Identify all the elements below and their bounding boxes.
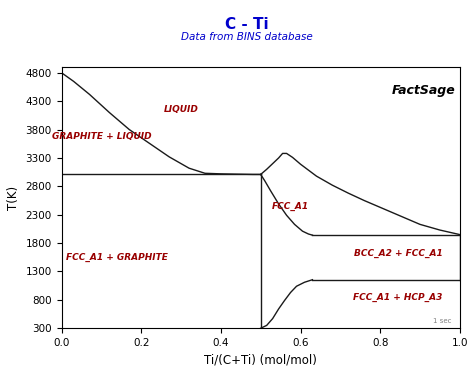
- X-axis label: Ti/(C+Ti) (mol/mol): Ti/(C+Ti) (mol/mol): [204, 354, 317, 367]
- Text: BCC_A2 + FCC_A1: BCC_A2 + FCC_A1: [354, 249, 442, 258]
- Text: C - Ti: C - Ti: [225, 17, 268, 32]
- Text: FactSage: FactSage: [392, 84, 456, 97]
- Text: FCC_A1 + HCP_A3: FCC_A1 + HCP_A3: [354, 293, 443, 302]
- Y-axis label: T(K): T(K): [7, 186, 20, 210]
- Text: 1 sec: 1 sec: [433, 318, 452, 324]
- Text: GRAPHITE + LIQUID: GRAPHITE + LIQUID: [52, 132, 151, 141]
- Text: Data from BINS database: Data from BINS database: [181, 32, 312, 42]
- Text: FCC_A1 + GRAPHITE: FCC_A1 + GRAPHITE: [66, 253, 168, 262]
- Text: LIQUID: LIQUID: [164, 105, 199, 114]
- Text: FCC_A1: FCC_A1: [272, 202, 309, 211]
